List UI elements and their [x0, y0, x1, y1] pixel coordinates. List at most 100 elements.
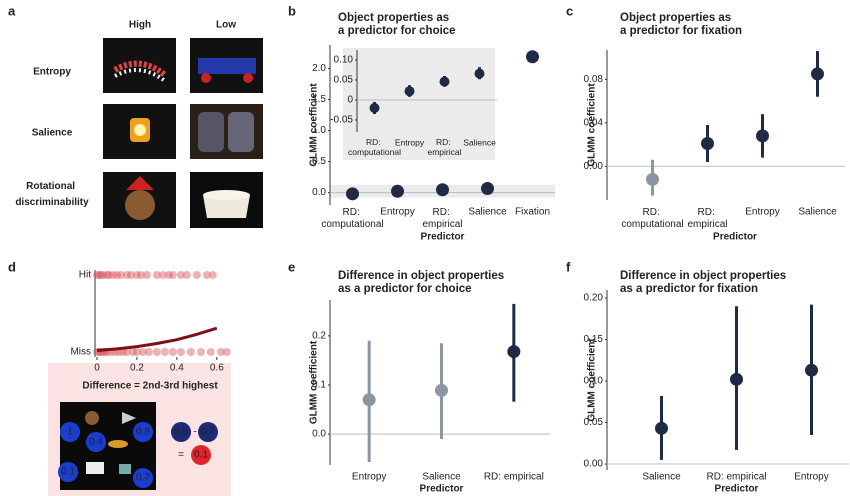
y-axis-label: GLMM coefficient — [587, 83, 598, 167]
value-label: 0.1 — [61, 467, 75, 478]
value-circle — [58, 462, 78, 482]
value-label: 0.4 — [89, 437, 103, 448]
miss-point — [118, 348, 127, 356]
x-tick-label: RD: empirical — [484, 472, 544, 483]
y-tick-label: 1.0 — [312, 125, 326, 136]
miss-point — [168, 348, 177, 356]
miss-point — [132, 348, 141, 356]
y-tick-label: 2.0 — [312, 63, 326, 74]
x-tick-label: RD: computational — [348, 137, 401, 157]
value-circle — [133, 468, 153, 488]
panel-letter: c — [566, 3, 573, 18]
chart-title: as a predictor for fixation — [620, 283, 758, 295]
difference-text: 0.8 — [174, 427, 188, 438]
x-tick-label: 0.2 — [130, 363, 144, 374]
hit-point — [92, 271, 101, 279]
value-circle — [198, 422, 218, 442]
x-tick-label: Entropy — [794, 472, 828, 483]
miss-point — [144, 348, 153, 356]
miss-point — [152, 348, 161, 356]
point — [805, 363, 818, 377]
point — [655, 421, 668, 435]
y-category-label: Miss — [70, 347, 91, 358]
point — [362, 393, 376, 407]
x-tick-label: Entropy — [395, 137, 425, 147]
y-tick-label: 0.10 — [584, 376, 604, 387]
point — [811, 67, 824, 81]
x-tick-label: 0 — [94, 363, 100, 374]
row-label: Salience — [32, 128, 73, 139]
y-category-label: Hit — [79, 270, 91, 281]
value-label: 1 — [67, 427, 73, 438]
x-axis-label: Predictor — [421, 232, 465, 243]
panel-letter: f — [566, 259, 571, 274]
chart-title: a predictor for choice — [338, 25, 456, 37]
hit-point — [102, 271, 111, 279]
hit-point — [132, 271, 141, 279]
chart-title: a predictor for fixation — [620, 25, 742, 37]
miss-point — [138, 348, 147, 356]
y-tick-label: 0 — [347, 95, 353, 106]
value-circle — [133, 422, 153, 442]
x-tick-label: 0.6 — [210, 363, 224, 374]
chart-title: Difference in object properties — [620, 270, 786, 282]
y-tick-label: 0.08 — [584, 74, 604, 85]
y-tick-label: 0.10 — [334, 55, 354, 66]
x-tick-label: RD: empirical — [687, 207, 727, 230]
y-axis-label: GLMM coefficient — [309, 340, 320, 424]
point — [756, 129, 769, 143]
miss-point — [160, 348, 169, 356]
chart-title: Object properties as — [338, 12, 449, 24]
y-axis-label: GLMM coefficient — [587, 338, 598, 422]
hit-point — [108, 271, 117, 279]
hit-point — [96, 271, 105, 279]
difference-text: 0.1 — [194, 450, 208, 461]
miss-point — [128, 348, 137, 356]
point — [646, 172, 659, 186]
point — [435, 383, 448, 397]
hit-point — [152, 271, 161, 279]
x-axis-label: Predictor — [713, 232, 757, 243]
point — [701, 136, 714, 150]
chart-title: as a predictor for choice — [338, 283, 472, 295]
x-axis-label: Predictor — [715, 484, 759, 495]
value-label: 0.8 — [136, 427, 150, 438]
y-tick-label: 0.00 — [584, 161, 604, 172]
miss-point — [206, 348, 215, 356]
hit-point — [98, 271, 107, 279]
y-tick-label: 0.05 — [584, 417, 604, 428]
point — [369, 103, 380, 113]
panel-letter: d — [8, 259, 16, 274]
point — [404, 86, 415, 97]
x-tick-label: RD: computational — [321, 207, 383, 230]
x-tick-label: RD: computational — [621, 207, 683, 230]
hit-point — [182, 271, 191, 279]
x-tick-label: Entropy — [352, 472, 386, 483]
hit-point — [136, 271, 145, 279]
hit-point — [104, 271, 113, 279]
y-tick-label: 1.5 — [312, 94, 326, 105]
y-tick-label: 0.15 — [584, 334, 604, 345]
value-circle — [171, 422, 191, 442]
point — [526, 50, 539, 64]
miss-point — [176, 348, 185, 356]
chart-title: Object properties as — [620, 12, 731, 24]
x-tick-label: Salience — [798, 207, 837, 218]
value-circle — [191, 445, 211, 465]
value-circle — [60, 422, 80, 442]
point — [346, 187, 359, 201]
hit-point — [158, 271, 167, 279]
difference-text: = — [178, 450, 184, 461]
y-tick-label: 0.00 — [584, 459, 604, 470]
miss-point — [122, 348, 131, 356]
hit-point — [142, 271, 151, 279]
y-axis-label: GLMM coefficient — [309, 83, 320, 167]
annotation: Difference = 2nd-3rd highest — [82, 381, 218, 392]
point — [391, 184, 404, 198]
panel-letter: b — [288, 3, 296, 18]
column-label: Low — [216, 20, 236, 31]
hit-point — [122, 271, 131, 279]
point — [481, 182, 494, 196]
difference-text: - — [193, 427, 196, 438]
